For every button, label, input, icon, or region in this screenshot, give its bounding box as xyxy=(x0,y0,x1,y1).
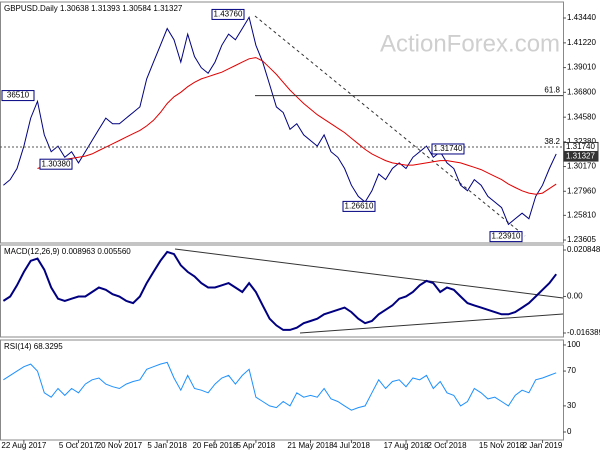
y-tick-label: 1.25810 xyxy=(567,210,596,219)
price-tag xyxy=(563,141,599,152)
y-tick-label: -0.016389 xyxy=(567,328,600,337)
y-tick-label: 1.43440 xyxy=(567,13,596,22)
y-tick-label: 0.020848 xyxy=(567,245,600,254)
x-tick-label: 2 Jan 2019 xyxy=(523,441,563,450)
annotation-label: 1.26610 xyxy=(345,202,374,211)
price-tag xyxy=(563,151,599,162)
annotation-box xyxy=(342,200,376,212)
y-tick-label: 1.34580 xyxy=(567,112,596,121)
y-tick-label: 1.27960 xyxy=(567,186,596,195)
y-tick-label: 30 xyxy=(567,401,576,410)
y-tick-label: 1.36800 xyxy=(567,87,596,96)
annotation-box xyxy=(1,90,35,102)
y-tick-label: 1.39010 xyxy=(567,63,596,72)
x-tick-label: 2 Oct 2018 xyxy=(427,441,467,450)
x-tick-label: 17 Aug 2018 xyxy=(384,441,429,450)
trendline xyxy=(174,248,564,299)
x-tick-label: 4 Jul 2018 xyxy=(333,441,370,450)
annotation-box xyxy=(39,158,73,170)
price-tag-label: 1.31327 xyxy=(566,152,595,161)
trendline xyxy=(299,313,564,334)
y-tick-label: 70 xyxy=(567,366,576,375)
panel-title: RSI(14) 68.3295 xyxy=(4,342,63,351)
annotation-label: 1.43760 xyxy=(214,10,243,19)
annotation-label: 36510 xyxy=(7,91,30,100)
chart-header: GBPUSD.Daily 1.30638 1.31393 1.30584 1.3… xyxy=(4,4,183,13)
annotation-label: 1.23910 xyxy=(492,232,521,241)
x-tick-label: 5 Jan 2018 xyxy=(147,441,187,450)
x-tick-label: 21 May 2018 xyxy=(287,441,334,450)
annotation-label: 1.31740 xyxy=(434,144,463,153)
y-tick-label: 1.41220 xyxy=(567,38,596,47)
price-tag-label: 1.31740 xyxy=(566,142,595,151)
y-tick-label: 0.00 xyxy=(567,292,583,301)
y-tick-label: 1.30170 xyxy=(567,162,596,171)
macd-panel xyxy=(0,244,564,338)
x-tick-label: 22 Aug 2017 xyxy=(1,441,46,450)
x-tick-label: 15 Nov 2018 xyxy=(479,441,525,450)
annotation-box xyxy=(211,8,245,20)
x-tick-label: 5 Apr 2018 xyxy=(237,441,276,450)
rsi-panel xyxy=(0,339,564,441)
series-line xyxy=(3,361,557,411)
x-tick-label: 5 Oct 2017 xyxy=(59,441,99,450)
panel-title: MACD(12,26,9) 0.008963 0.005560 xyxy=(4,247,131,256)
series-line xyxy=(3,16,557,226)
fib-label: 61.8 xyxy=(544,86,560,95)
x-tick-label: 20 Nov 2017 xyxy=(97,441,143,450)
annotation-box xyxy=(489,231,523,243)
price-panel xyxy=(0,1,564,244)
series-line xyxy=(37,57,557,195)
annotation-box xyxy=(431,143,465,155)
y-tick-label: 100 xyxy=(567,340,581,349)
y-tick-label: 1.23605 xyxy=(567,235,596,244)
annotation-label: 1.30380 xyxy=(42,159,71,168)
y-tick-label: 1.32380 xyxy=(567,137,596,146)
fib-label: 38.2 xyxy=(544,137,560,146)
x-tick-label: 20 Feb 2018 xyxy=(192,441,237,450)
watermark: ActionForex.com xyxy=(380,30,560,57)
series-line xyxy=(2,250,557,331)
trendline xyxy=(254,15,526,237)
y-tick-label: 0 xyxy=(567,427,572,436)
